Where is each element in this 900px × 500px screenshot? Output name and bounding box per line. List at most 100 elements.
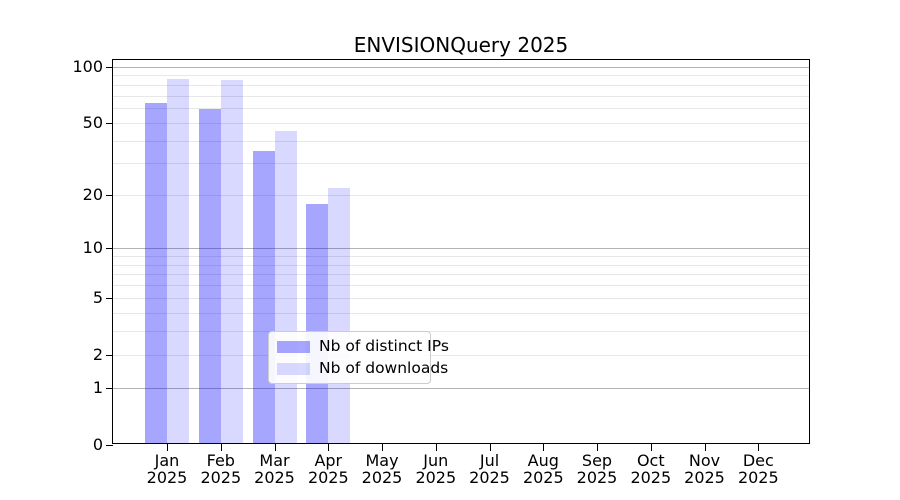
x-tick-label: Mar 2025 xyxy=(243,452,307,486)
gridline-minor xyxy=(113,274,809,276)
gridline-minor xyxy=(113,264,809,266)
x-tick-month: Jul xyxy=(479,451,500,470)
bar-downloads-feb xyxy=(220,79,243,443)
bar-distinct-ips-feb xyxy=(198,109,221,443)
legend: Nb of distinct IPs Nb of downloads xyxy=(268,331,449,384)
gridline-minor xyxy=(113,297,809,299)
x-tick-year: 2025 xyxy=(361,468,403,487)
x-tick-month: Nov xyxy=(688,451,721,470)
y-tick-mark xyxy=(106,354,113,356)
x-tick-mark xyxy=(328,444,330,451)
x-tick-label: Apr 2025 xyxy=(296,452,360,486)
y-tick-mark xyxy=(106,195,113,197)
y-tick-label: 1 xyxy=(92,377,103,397)
x-tick-month: Jun xyxy=(423,451,449,470)
x-tick-label: Aug 2025 xyxy=(511,452,575,486)
x-tick-month: Apr xyxy=(314,451,343,470)
gridline-minor xyxy=(113,84,809,86)
x-tick-year: 2025 xyxy=(415,468,457,487)
bar-downloads-apr xyxy=(328,187,351,443)
bar-distinct-ips-jan xyxy=(145,102,167,443)
x-tick-mark xyxy=(758,444,760,451)
y-tick-label: 50 xyxy=(82,112,103,132)
legend-swatch-downloads xyxy=(277,362,310,375)
legend-item: Nb of distinct IPs xyxy=(277,338,449,355)
gridline-minor xyxy=(113,331,809,333)
x-tick-label: Jul 2025 xyxy=(458,452,522,486)
x-tick-year: 2025 xyxy=(737,468,779,487)
x-tick-mark xyxy=(274,444,276,451)
x-tick-mark xyxy=(382,444,383,451)
x-tick-mark xyxy=(220,444,222,451)
x-tick-mark xyxy=(489,444,491,451)
x-tick-year: 2025 xyxy=(307,468,349,487)
x-tick-month: Feb xyxy=(206,451,235,470)
x-tick-year: 2025 xyxy=(630,468,672,487)
plot-area: 100 50 20 10 5 2 1 0 Jan 2025 Feb 2025 Mar 2025 Apr 202… xyxy=(72,57,810,486)
x-tick-month: Dec xyxy=(742,451,774,470)
y-tick-label: 2 xyxy=(92,344,103,364)
x-tick-mark xyxy=(435,444,437,451)
x-tick-mark xyxy=(597,444,598,451)
gridline-minor xyxy=(113,163,809,165)
gridline-minor xyxy=(113,195,809,197)
gridline-major xyxy=(113,248,809,250)
x-tick-year: 2025 xyxy=(469,468,510,487)
x-tick-mark xyxy=(167,444,168,451)
gridline-major xyxy=(113,66,809,68)
x-tick-label: Jan 2025 xyxy=(135,452,199,486)
x-tick-year: 2025 xyxy=(146,468,188,487)
x-tick-year: 2025 xyxy=(684,468,725,487)
x-tick-label: Sep 2025 xyxy=(565,452,629,486)
gridline-minor xyxy=(113,354,809,356)
x-tick-mark xyxy=(704,444,706,451)
x-tick-year: 2025 xyxy=(200,468,242,487)
y-tick-mark xyxy=(106,66,113,68)
gridline-major xyxy=(113,387,809,389)
y-tick-mark xyxy=(106,387,113,389)
x-tick-month: May xyxy=(365,451,399,470)
gridline-minor xyxy=(113,140,809,142)
x-tick-month: Mar xyxy=(259,451,290,470)
x-tick-mark xyxy=(543,444,545,451)
bar-distinct-ips-mar xyxy=(252,151,275,443)
y-tick-label: 20 xyxy=(82,185,103,205)
y-tick-label: 10 xyxy=(82,238,103,258)
gridline-minor xyxy=(113,122,809,124)
bar-distinct-ips-apr xyxy=(306,203,329,443)
y-tick-label: 0 xyxy=(92,434,103,454)
gridline-minor xyxy=(113,95,809,97)
bar-downloads-mar xyxy=(274,131,297,443)
gridline-minor xyxy=(113,75,809,77)
bar-downloads-jan xyxy=(167,78,189,443)
x-tick-year: 2025 xyxy=(254,468,295,487)
gridline-minor xyxy=(113,256,809,258)
legend-item: Nb of downloads xyxy=(277,360,448,377)
x-tick-month: Sep xyxy=(581,451,613,470)
legend-label: Nb of downloads xyxy=(319,359,449,377)
x-tick-label: Jun 2025 xyxy=(404,452,468,486)
x-tick-mark xyxy=(650,444,652,451)
gridline-minor xyxy=(113,285,809,287)
y-tick-mark xyxy=(106,444,113,446)
chart-title: ENVISIONQuery 2025 xyxy=(353,33,569,57)
x-tick-label: May 2025 xyxy=(350,452,414,486)
gridline-minor xyxy=(113,312,809,314)
x-tick-label: Dec 2025 xyxy=(726,452,790,486)
y-tick-mark xyxy=(106,248,113,250)
x-tick-label: Nov 2025 xyxy=(673,452,737,486)
x-tick-month: Aug xyxy=(527,451,559,470)
x-tick-year: 2025 xyxy=(576,468,618,487)
y-tick-label: 5 xyxy=(92,287,103,307)
x-tick-month: Jan xyxy=(154,451,180,470)
x-tick-label: Oct 2025 xyxy=(619,452,683,486)
y-tick-mark xyxy=(106,122,113,124)
y-tick-label: 100 xyxy=(72,56,103,76)
x-tick-year: 2025 xyxy=(522,468,564,487)
legend-swatch-distinct-ips xyxy=(277,340,310,353)
y-tick-mark xyxy=(106,297,113,299)
x-tick-month: Oct xyxy=(636,451,665,470)
legend-label: Nb of distinct IPs xyxy=(319,337,449,355)
x-tick-label: Feb 2025 xyxy=(189,452,253,486)
